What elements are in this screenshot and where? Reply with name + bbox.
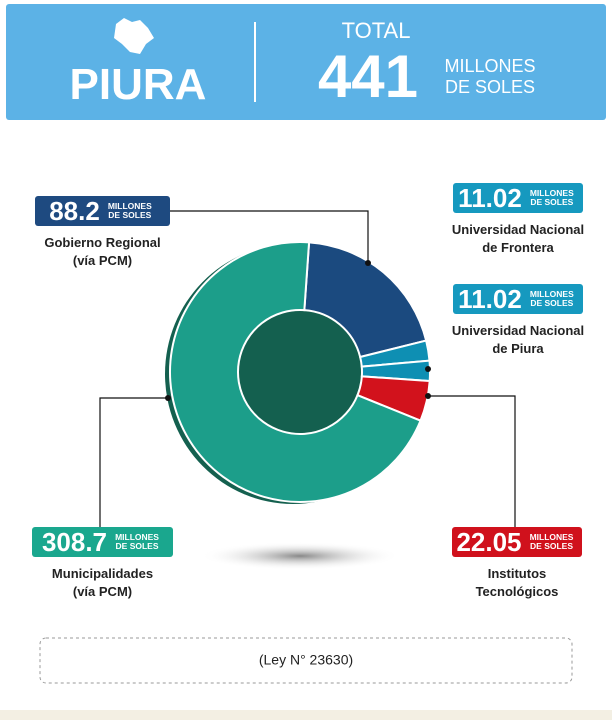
footer-box (39, 637, 573, 684)
region-icon (114, 18, 154, 54)
value-box: 11.02 MILLONES DE SOLES (453, 284, 583, 314)
category-label: Municipalidades (vía PCM) (51, 566, 154, 599)
value-box: 88.2 MILLONES DE SOLES (35, 196, 170, 226)
region: PIURA (69, 60, 207, 109)
total-label: TOTAL (341, 18, 411, 43)
category-label: Universidad Nacional de Piura (451, 323, 585, 356)
value-box: 22.05 MILLONES DE SOLES (452, 527, 582, 557)
value-unit: MILLONES DE SOLES (529, 188, 574, 207)
total-unit: MILLONES DE SOLES (444, 56, 536, 97)
category-label: Universidad Nacional de Frontera (451, 222, 585, 255)
value-unit: MILLONES DE SOLES (115, 532, 159, 551)
value-unit: MILLONES DE SOLES (529, 289, 574, 308)
value-label: 11.02 (458, 283, 522, 314)
value-label: 22.05 (456, 526, 522, 557)
value-box: 308.7 MILLONES DE SOLES (32, 527, 173, 557)
value-label: 88.2 (49, 195, 100, 226)
leaders (99, 210, 516, 527)
category-label: Gobierno Regional (vía PCM) (44, 235, 161, 268)
total-value: 441 (317, 43, 419, 110)
value-unit: MILLONES DE SOLES (107, 201, 152, 220)
bottom-strip (0, 710, 612, 720)
shadow (200, 542, 400, 570)
category-label: Institutos Tecnológicos (475, 566, 559, 599)
value-label: 11.02 (458, 182, 522, 213)
wedge (169, 241, 422, 503)
header: PIURA TOTAL 441 MILLONES DE SOLES (6, 4, 606, 120)
value-unit: MILLONES DE SOLES (529, 532, 574, 551)
footer: (Ley N° 23630) (259, 652, 353, 668)
value-label: 308.7 (41, 526, 108, 557)
divider (254, 22, 256, 102)
wedge (303, 241, 428, 359)
value-box: 11.02 MILLONES DE SOLES (453, 183, 583, 213)
